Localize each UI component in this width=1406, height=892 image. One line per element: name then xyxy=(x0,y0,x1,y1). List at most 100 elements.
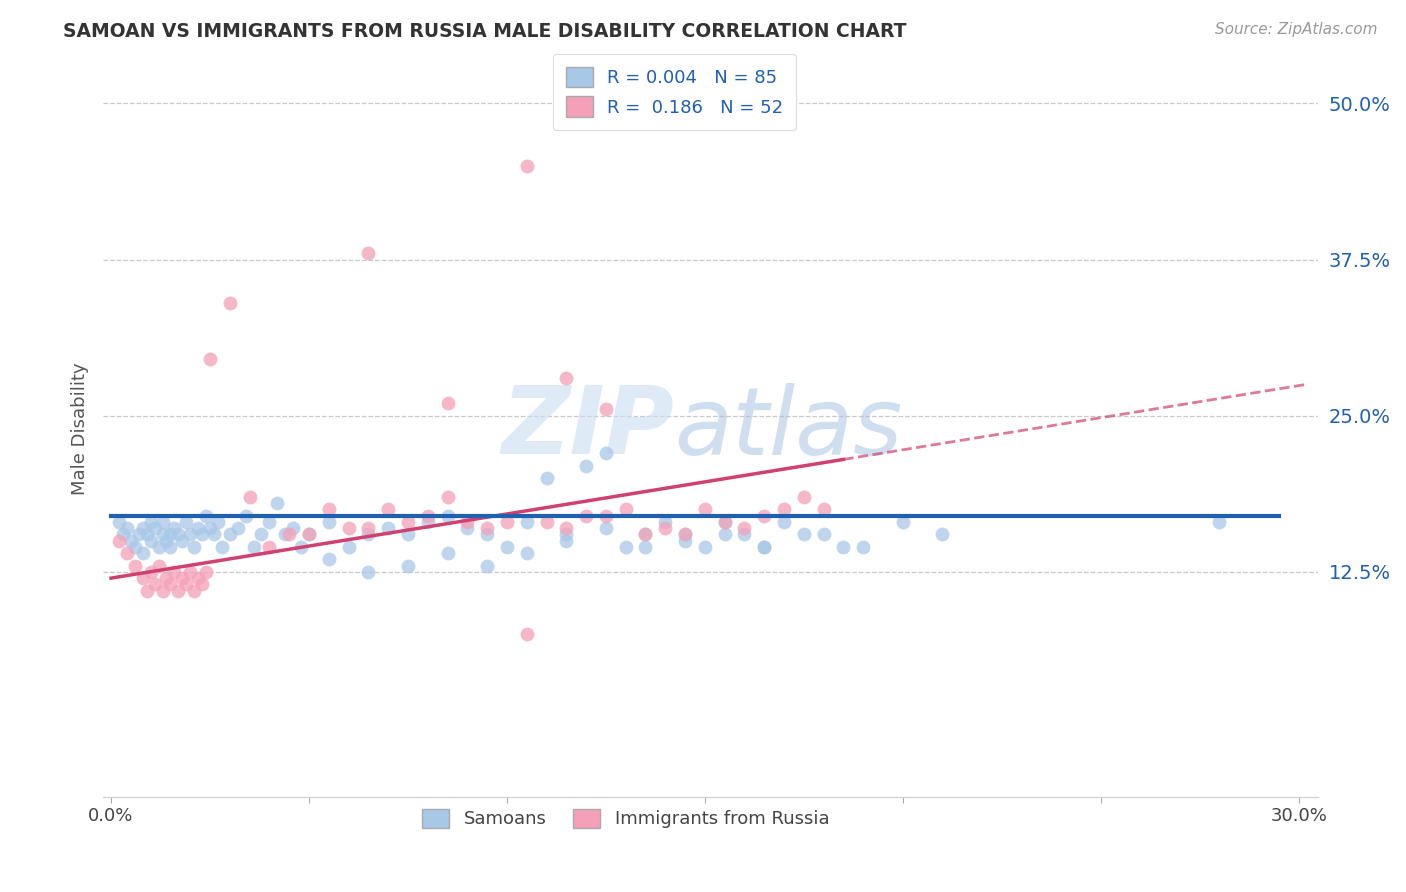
Point xyxy=(555,371,578,385)
Point xyxy=(396,527,419,541)
Point xyxy=(496,515,519,529)
Point xyxy=(595,508,617,523)
Point xyxy=(832,540,855,554)
Point xyxy=(139,533,162,548)
Text: ZIP: ZIP xyxy=(502,382,675,475)
Point xyxy=(124,540,146,554)
Point xyxy=(436,508,458,523)
Point xyxy=(318,502,340,516)
Point xyxy=(595,446,617,460)
Point xyxy=(148,540,170,554)
Point xyxy=(516,546,538,560)
Legend: Samoans, Immigrants from Russia: Samoans, Immigrants from Russia xyxy=(415,802,837,836)
Point xyxy=(239,490,262,504)
Point xyxy=(436,546,458,560)
Point xyxy=(318,515,340,529)
Point xyxy=(396,515,419,529)
Point xyxy=(108,515,131,529)
Point xyxy=(357,521,380,535)
Point xyxy=(120,533,142,548)
Point xyxy=(124,558,146,573)
Point xyxy=(290,540,312,554)
Point xyxy=(159,540,181,554)
Point xyxy=(931,527,953,541)
Point xyxy=(187,571,209,585)
Point xyxy=(496,540,519,554)
Point xyxy=(634,540,657,554)
Point xyxy=(163,565,186,579)
Point xyxy=(614,502,637,516)
Point xyxy=(278,527,301,541)
Point xyxy=(132,571,155,585)
Point xyxy=(155,571,177,585)
Point xyxy=(337,521,360,535)
Point xyxy=(148,558,170,573)
Point xyxy=(191,577,214,591)
Point xyxy=(575,508,598,523)
Point xyxy=(179,565,201,579)
Point xyxy=(159,577,181,591)
Point xyxy=(555,533,578,548)
Point xyxy=(555,527,578,541)
Y-axis label: Male Disability: Male Disability xyxy=(72,362,89,494)
Point xyxy=(436,490,458,504)
Point xyxy=(195,565,218,579)
Point xyxy=(575,458,598,473)
Point xyxy=(143,521,166,535)
Point xyxy=(115,546,138,560)
Point xyxy=(139,515,162,529)
Point xyxy=(337,540,360,554)
Point xyxy=(357,527,380,541)
Point xyxy=(357,565,380,579)
Point xyxy=(198,352,221,367)
Point xyxy=(274,527,297,541)
Point xyxy=(152,583,174,598)
Point xyxy=(654,521,676,535)
Point xyxy=(259,515,281,529)
Point xyxy=(135,527,157,541)
Text: SAMOAN VS IMMIGRANTS FROM RUSSIA MALE DISABILITY CORRELATION CHART: SAMOAN VS IMMIGRANTS FROM RUSSIA MALE DI… xyxy=(63,22,907,41)
Point xyxy=(516,627,538,641)
Point xyxy=(108,533,131,548)
Point xyxy=(475,521,498,535)
Point xyxy=(226,521,249,535)
Point xyxy=(793,490,815,504)
Point xyxy=(143,577,166,591)
Point xyxy=(773,515,796,529)
Point xyxy=(139,565,162,579)
Point xyxy=(298,527,321,541)
Point xyxy=(654,515,676,529)
Point xyxy=(172,571,194,585)
Point xyxy=(793,527,815,541)
Point xyxy=(179,527,201,541)
Point xyxy=(298,527,321,541)
Point xyxy=(475,558,498,573)
Point xyxy=(733,527,755,541)
Point xyxy=(207,515,229,529)
Point xyxy=(713,527,735,541)
Point xyxy=(754,540,776,554)
Point xyxy=(202,527,225,541)
Point xyxy=(135,583,157,598)
Point xyxy=(713,515,735,529)
Point xyxy=(211,540,233,554)
Point xyxy=(595,402,617,417)
Point xyxy=(673,527,696,541)
Point xyxy=(183,540,205,554)
Point xyxy=(436,396,458,410)
Point xyxy=(235,508,257,523)
Point xyxy=(132,546,155,560)
Point xyxy=(172,533,194,548)
Point xyxy=(159,527,181,541)
Point xyxy=(174,515,197,529)
Point xyxy=(673,527,696,541)
Point xyxy=(132,521,155,535)
Point xyxy=(218,296,240,310)
Point xyxy=(416,515,439,529)
Point xyxy=(614,540,637,554)
Point xyxy=(152,515,174,529)
Point xyxy=(733,521,755,535)
Point xyxy=(536,515,558,529)
Point xyxy=(673,533,696,548)
Point xyxy=(634,527,657,541)
